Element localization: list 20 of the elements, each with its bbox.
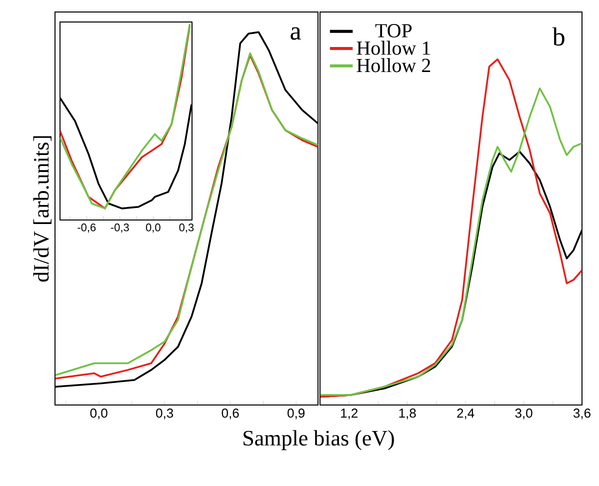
legend-label: TOP bbox=[375, 24, 412, 38]
x-tick-label: 0,9 bbox=[288, 408, 305, 420]
legend-label: Hollow 1 bbox=[356, 40, 430, 55]
y-axis-title: dI/dV [arb.units] bbox=[33, 136, 52, 282]
x-tick-label: 0,3 bbox=[156, 408, 174, 420]
x-tick-label: 0,3 bbox=[179, 224, 194, 233]
x-tick-label: 0,6 bbox=[222, 408, 239, 420]
x-tick-label: 0,0 bbox=[146, 224, 160, 233]
legend-label: Hollow 2 bbox=[356, 58, 430, 72]
x-tick-label: 3,6 bbox=[573, 408, 590, 420]
x-tick-label: 1,2 bbox=[341, 408, 358, 420]
x-tick-label: 1,8 bbox=[399, 408, 416, 420]
x-tick-label: 2,4 bbox=[457, 408, 474, 420]
x-axis-title: Sample bias (eV) bbox=[244, 430, 394, 450]
x-tick-label: 3,0 bbox=[515, 408, 532, 420]
x-tick-label: 0,0 bbox=[90, 408, 108, 420]
text: b bbox=[552, 27, 564, 46]
x-tick-label: -0,6 bbox=[78, 224, 96, 233]
annotation: a bbox=[290, 27, 301, 40]
x-tick-label: -0,3 bbox=[110, 224, 129, 233]
